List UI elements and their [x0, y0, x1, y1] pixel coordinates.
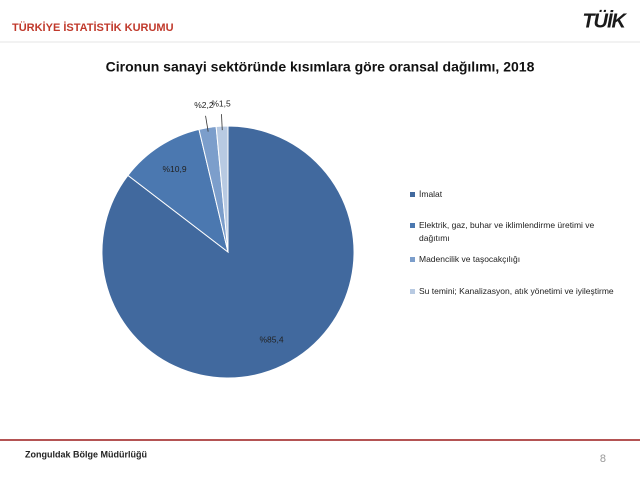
legend-entry: Madencilik ve taşocakçılığı [410, 253, 614, 266]
legend-swatch [410, 223, 415, 228]
data-label: %10,9 [163, 164, 187, 174]
footer-office: Zonguldak Bölge Müdürlüğü [25, 449, 147, 459]
leader-line [221, 114, 223, 131]
legend-label: Su temini; Kanalizasyon, atık yönetimi v… [419, 286, 614, 296]
data-label: %1,5 [211, 98, 231, 108]
leader-line [205, 115, 209, 132]
legend-label: Elektrik, gaz, buhar ve iklimlendirme ür… [419, 220, 595, 243]
legend-entry: İmalat [410, 188, 614, 201]
logo: TÜİK [582, 9, 627, 32]
page-number: 8 [600, 453, 606, 465]
institution: TÜRKİYE İSTATİSTİK KURUMU [12, 21, 174, 34]
legend-entry: Su temini; Kanalizasyon, atık yönetimi v… [410, 285, 614, 298]
data-label: %85,4 [259, 334, 283, 344]
legend-swatch [410, 289, 415, 294]
legend-label: İmalat [419, 189, 443, 199]
legend-label: Madencilik ve taşocakçılığı [419, 254, 521, 264]
pie-slice [127, 128, 229, 254]
legend-swatch [410, 192, 415, 197]
chart-title: Cironun sanayi sektöründe kısımlara göre… [106, 59, 535, 75]
pie: %85,4 %10,9 %2,2%1,5 [101, 98, 355, 379]
data-label: %2,2 [194, 100, 214, 110]
legend-swatch [410, 257, 415, 262]
legend-entry: Elektrik, gaz, buhar ve iklimlendirme ür… [410, 219, 614, 245]
